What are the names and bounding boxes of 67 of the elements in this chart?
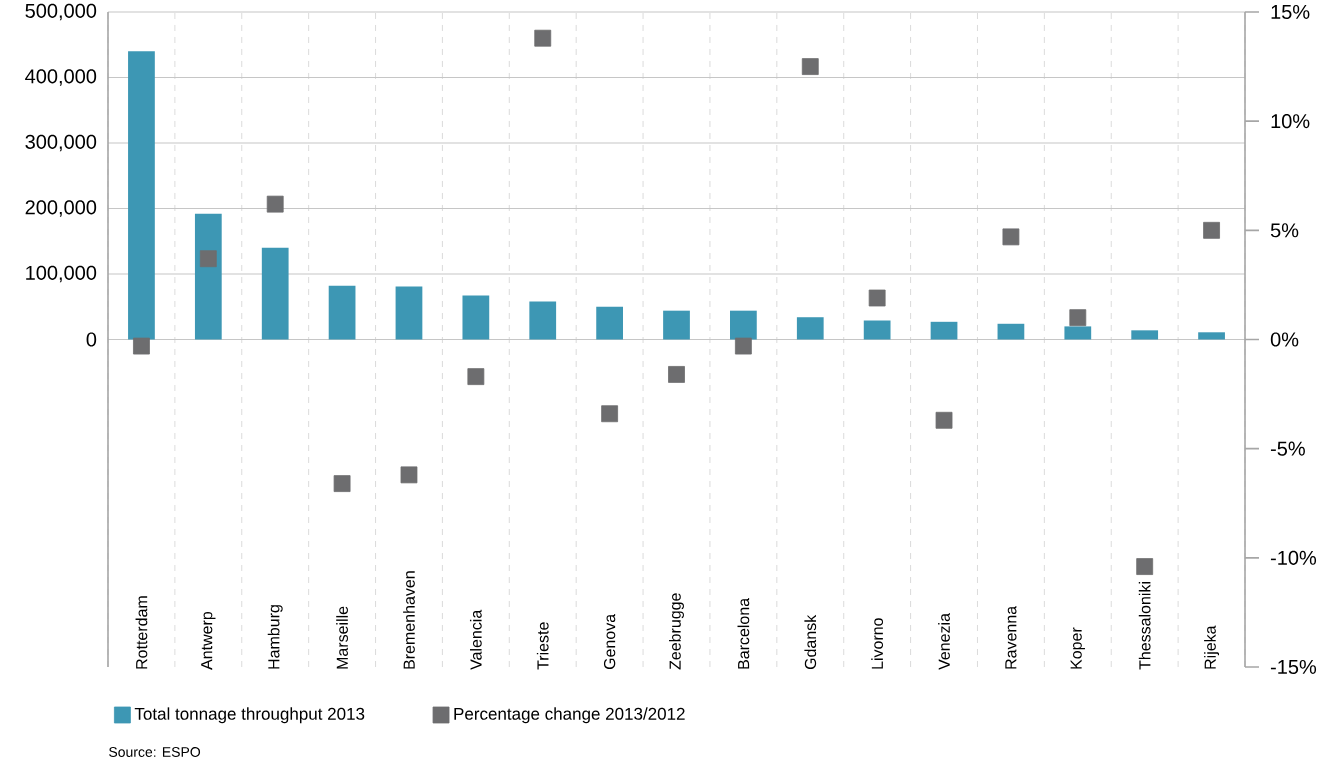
x-tick-label: Koper — [1070, 627, 1085, 669]
point — [1203, 221, 1220, 239]
bar — [730, 310, 757, 340]
source-note: Source: ESPO — [109, 747, 201, 757]
bar — [261, 247, 289, 340]
point — [534, 29, 552, 47]
y-tick-label: 500,000 — [25, 3, 97, 21]
x-tick-label: Rotterdam — [135, 596, 148, 669]
bar — [462, 295, 490, 340]
bar — [796, 317, 824, 340]
x-tick-label: Genova — [603, 613, 616, 670]
y2-tick-label: -10% — [1270, 550, 1317, 565]
y2-tick-label: -15% — [1270, 659, 1317, 675]
y-tick-label: 0 — [86, 332, 97, 347]
point — [1136, 558, 1154, 575]
bar — [596, 306, 623, 340]
point — [333, 475, 351, 492]
x-tick-label: Ravenna — [1005, 605, 1017, 669]
x-tick-label: Livorno — [871, 618, 884, 669]
bar — [930, 321, 958, 340]
legend-label: Percentage change 2013/2012 — [454, 707, 685, 724]
y2-tick-label: 5% — [1270, 223, 1299, 238]
x-tick-label: Bremenhaven — [403, 571, 415, 669]
point — [868, 289, 886, 307]
bar — [1198, 332, 1225, 340]
bar — [663, 310, 690, 340]
x-tick-label: Trieste — [536, 622, 549, 670]
y-tick-label: 200,000 — [25, 200, 97, 217]
point — [467, 368, 485, 386]
legend-label: Total tonnage throughput 2013 — [134, 707, 365, 724]
bar — [328, 285, 356, 340]
bar — [1131, 330, 1159, 340]
bar — [395, 286, 423, 340]
x-tick-label: Hamburg — [267, 605, 283, 669]
point — [199, 250, 217, 268]
x-tick-label: Valencia — [469, 609, 482, 670]
bar — [194, 213, 222, 340]
bar — [128, 51, 155, 340]
point — [734, 337, 752, 355]
x-tick-label: Antwerp — [201, 611, 216, 670]
x-tick-label: Zeebrugge — [669, 593, 684, 670]
y-tick-label: 100,000 — [26, 265, 97, 283]
point — [668, 366, 685, 383]
y2-tick-label: 15% — [1271, 4, 1310, 20]
y-tick-label: 300,000 — [25, 134, 97, 152]
x-tick-label: Rijeka — [1204, 625, 1220, 669]
point — [400, 466, 418, 484]
bar — [863, 320, 891, 340]
point — [801, 58, 819, 75]
x-tick-label: Venezia — [938, 613, 950, 670]
x-tick-label: Gdansk — [804, 614, 817, 670]
x-tick-label: Thessaloniki — [1138, 582, 1151, 670]
point — [935, 411, 953, 429]
point — [1002, 228, 1020, 246]
x-tick-label: Marseille — [336, 606, 348, 669]
bar — [529, 301, 557, 340]
y-tick-label: 400,000 — [25, 69, 97, 86]
point — [1069, 309, 1087, 327]
point — [266, 195, 284, 213]
y2-tick-label: 0% — [1270, 332, 1299, 347]
y2-tick-label: -5% — [1270, 441, 1305, 456]
bar — [1064, 326, 1092, 340]
bar — [997, 323, 1025, 340]
x-tick-label: Barcelona — [737, 597, 750, 669]
y2-tick-label: 10% — [1271, 114, 1310, 129]
point — [133, 337, 150, 355]
point — [601, 405, 619, 423]
